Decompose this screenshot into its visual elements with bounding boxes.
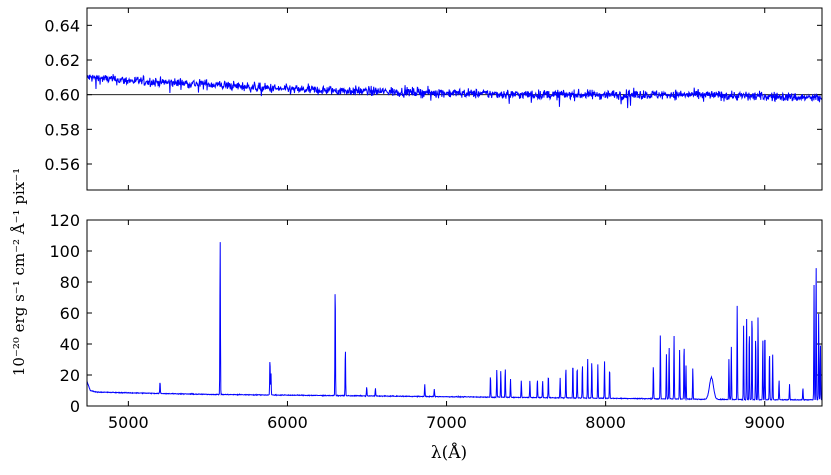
bottom-y-tick-label: 60 <box>60 304 80 323</box>
top-y-tick-label: 0.62 <box>44 51 80 70</box>
top-y-tick-label: 0.60 <box>44 86 80 105</box>
bottom-panel: 0 20 40 60 80 100 120 5000 6000 7000 8000 9000 <box>49 211 823 432</box>
bottom-y-tick-label: 20 <box>60 366 80 385</box>
top-y-tick-label: 0.58 <box>44 120 80 139</box>
bottom-x-tick-label: 9000 <box>744 413 785 432</box>
bottom-x-tick-label: 5000 <box>108 413 149 432</box>
top-y-tick-label: 0.64 <box>44 16 80 35</box>
sky-spectrum-line <box>86 242 823 402</box>
top-x-ticks <box>127 8 766 190</box>
bottom-x-tick-label: 8000 <box>585 413 626 432</box>
bottom-x-axis: 5000 6000 7000 8000 9000 <box>108 220 785 432</box>
bottom-axes-frame <box>86 219 823 407</box>
top-axes-frame <box>86 7 823 191</box>
bottom-y-tick-label: 80 <box>60 273 80 292</box>
bottom-y-tick-label: 40 <box>60 335 80 354</box>
x-axis-label: λ(Å) <box>431 442 467 463</box>
bottom-y-tick-label: 120 <box>49 211 80 230</box>
bottom-y-tick-label: 0 <box>70 397 80 416</box>
top-y-axis: 0.56 0.58 0.60 0.62 0.64 <box>44 16 822 174</box>
top-y-tick-label: 0.56 <box>44 155 80 174</box>
top-panel: 0.56 0.58 0.60 0.62 0.64 <box>44 7 823 191</box>
bottom-y-axis: 0 20 40 60 80 100 120 <box>49 211 822 416</box>
top-ratio-line <box>86 74 823 109</box>
bottom-x-tick-label: 7000 <box>426 413 467 432</box>
bottom-x-tick-label: 6000 <box>267 413 308 432</box>
y-axis-label: 10⁻²⁰ erg s⁻¹ cm⁻² Å⁻¹ pix⁻¹ <box>10 168 28 376</box>
bottom-y-tick-label: 100 <box>49 242 80 261</box>
